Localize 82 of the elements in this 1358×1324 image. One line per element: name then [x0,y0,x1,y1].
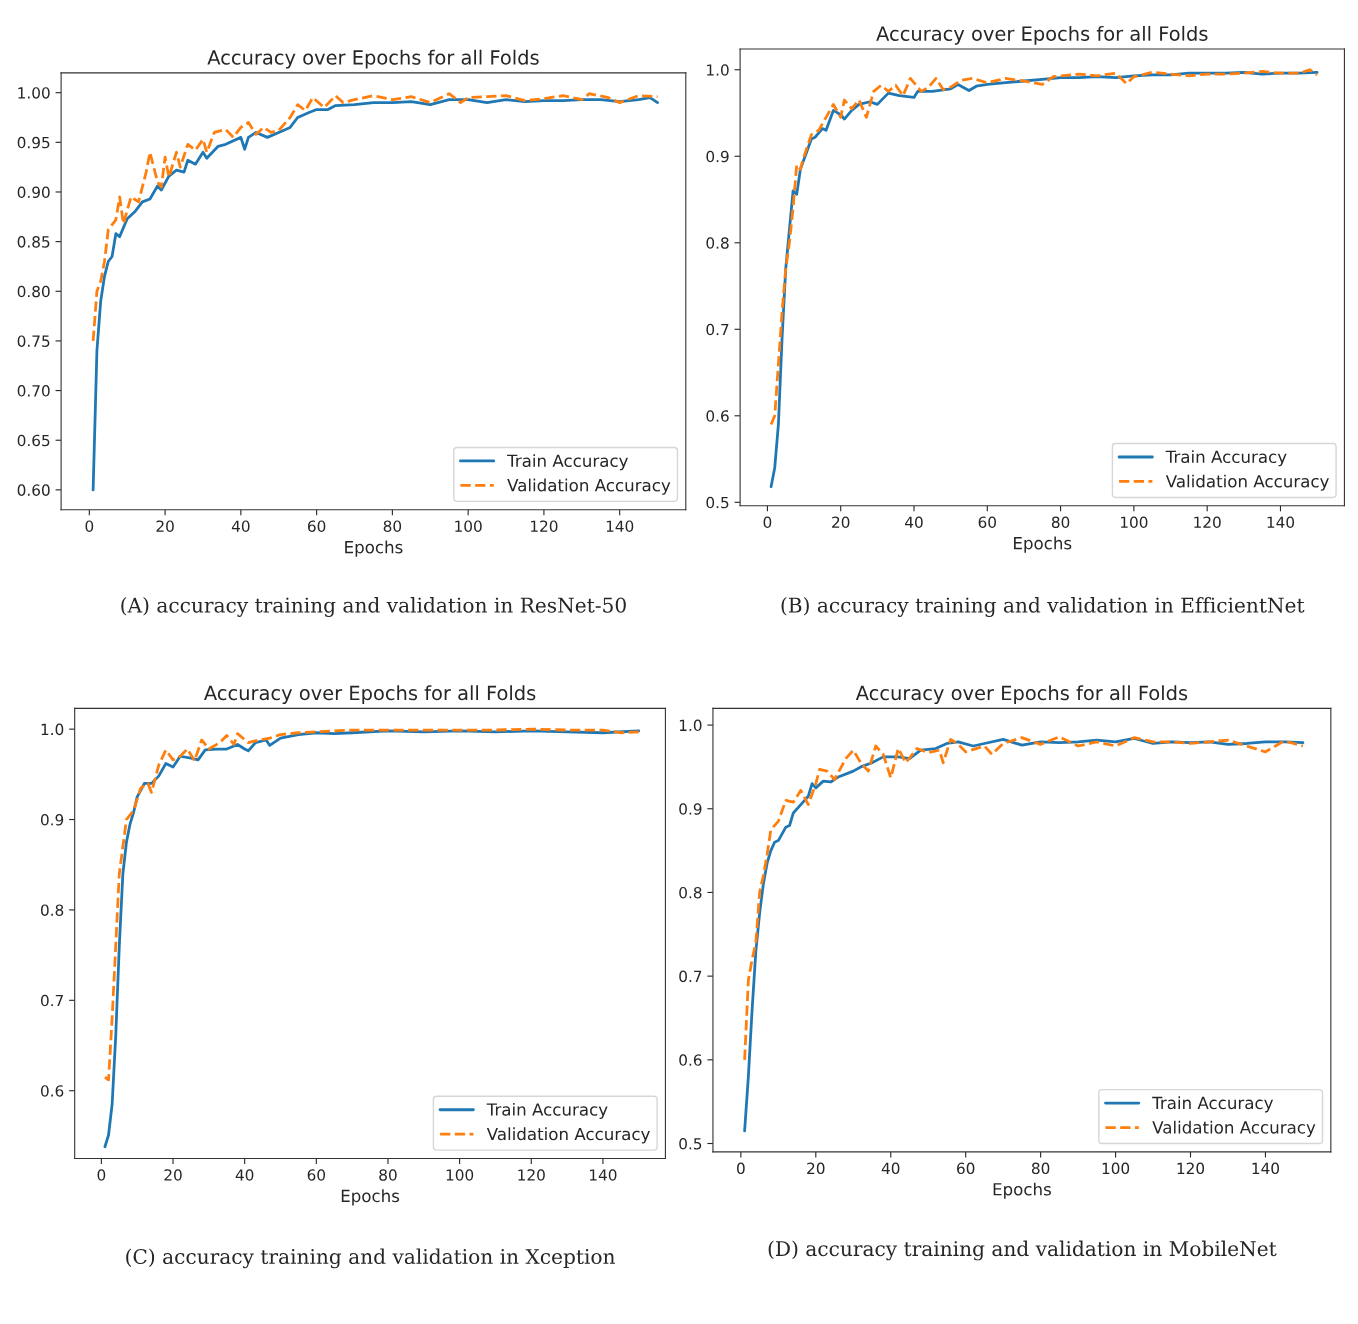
y-tick-label: 0.75 [17,335,50,347]
y-tick-label: 0.9 [706,150,729,163]
y-tick-label: 0.7 [706,323,729,336]
x-axis-title: Epochs [345,540,403,557]
y-tick-label: 1.0 [707,64,729,76]
y-tick-label: 1.0 [41,723,64,736]
y-tick-label: 0.9 [679,803,702,815]
legend-label: Train Accuracy [507,454,628,471]
line-series [103,727,641,1082]
x-tick-label: 120 [1177,1162,1205,1175]
legend-label: Validation Accuracy [1152,1120,1316,1137]
x-tick-label: 0 [85,520,94,532]
chart-title: Accuracy over Epochs for all Folds [876,25,1208,45]
x-tick-label: 40 [881,1162,900,1175]
text: (B) accuracy training and validation in EfficientNet [781,597,1305,617]
x-tick-label: 100 [1120,516,1148,529]
x-tick-label: 60 [307,1169,326,1181]
x-tick-label: 60 [307,520,326,532]
chart-title: Accuracy over Epochs for all Folds [207,49,539,69]
x-tick-label: 120 [1194,516,1221,529]
x-tick-label: 40 [905,516,923,529]
text: (D) accuracy training and validation in MobileNet [768,1240,1277,1261]
x-tick-label: 120 [518,1169,545,1181]
x-tick-label: 0 [763,516,772,529]
x-tick-label: 20 [807,1162,825,1175]
x-tick-label: 100 [455,520,482,532]
y-tick-label: 0.6 [40,1085,64,1097]
y-tick-label: 0.8 [706,237,729,249]
y-tick-label: 0.65 [17,434,50,447]
legend-label: Train Accuracy [1152,1096,1274,1113]
y-tick-label: 0.95 [17,136,50,149]
x-tick-label: 120 [531,520,558,532]
text: (A) accuracy training and validation in ResNet-50 [121,597,626,617]
x-tick-label: 100 [446,1169,474,1181]
x-tick-label: 80 [1051,516,1070,529]
legend-label: Validation Accuracy [1165,474,1329,491]
y-tick-label: 1.00 [18,87,50,99]
chart-title: Accuracy over Epochs for all Folds [204,685,536,705]
y-tick-label: 0.8 [679,886,702,899]
x-tick-label: 60 [978,516,996,529]
y-tick-label: 0.70 [17,385,50,397]
y-tick-label: 0.6 [706,410,729,422]
x-tick-label: 60 [957,1162,975,1175]
x-tick-label: 140 [606,520,634,532]
x-tick-label: 140 [1252,1162,1280,1175]
legend-label: Train Accuracy [486,1102,608,1120]
x-tick-label: 140 [1267,516,1295,529]
chart-title: Accuracy over Epochs for all Folds [855,685,1188,705]
x-axis-title: Epochs [1014,536,1072,553]
line-series [743,735,1305,1062]
x-tick-label: 40 [235,1169,254,1181]
line-series [91,92,659,343]
x-tick-label: 40 [231,520,250,532]
x-tick-label: 80 [379,1169,397,1181]
x-tick-label: 80 [383,520,402,532]
x-axis-title: Epochs [993,1182,1051,1199]
x-tick-label: 100 [1102,1162,1130,1175]
y-tick-label: 0.5 [679,1137,702,1150]
legend-label: Validation Accuracy [486,1127,650,1144]
x-tick-label: 140 [590,1169,617,1181]
x-tick-label: 20 [832,516,850,529]
x-tick-label: 0 [737,1162,745,1175]
text: (C) accuracy training and validation in Xception [126,1248,615,1269]
y-tick-label: 0.6 [679,1054,702,1066]
y-tick-label: 0.90 [17,186,50,198]
y-tick-label: 0.80 [17,285,50,298]
y-tick-label: 0.7 [40,994,63,1007]
y-tick-label: 0.8 [40,904,64,916]
legend-label: Validation Accuracy [507,478,671,495]
y-tick-label: 0.9 [40,813,64,826]
y-tick-label: 0.7 [679,970,702,983]
y-tick-label: 0.60 [17,484,50,496]
x-axis-title: Epochs [341,1189,400,1206]
y-tick-label: 1.0 [679,719,702,732]
y-tick-label: 0.5 [706,496,729,509]
x-tick-label: 80 [1031,1162,1050,1175]
line-series [769,68,1319,426]
x-tick-label: 20 [156,520,174,532]
legend-label: Train Accuracy [1165,450,1287,467]
x-tick-label: 20 [164,1169,182,1181]
x-tick-label: 0 [97,1169,106,1181]
y-tick-label: 0.85 [17,236,50,248]
